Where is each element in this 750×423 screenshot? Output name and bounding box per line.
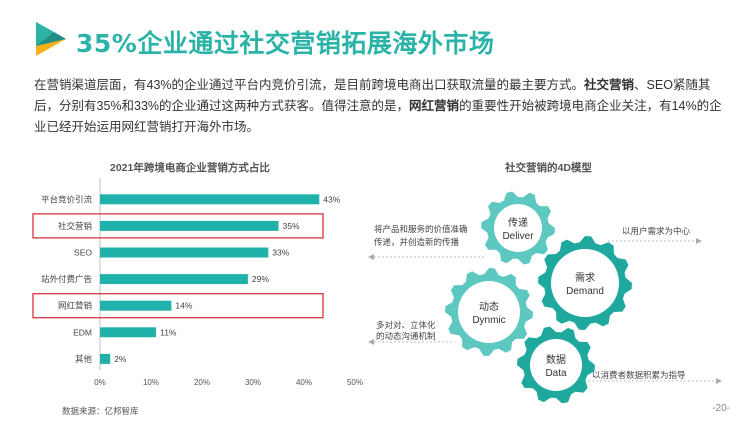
bar	[100, 220, 279, 231]
data-annotation: 以消费者数据积累为指导	[592, 370, 686, 380]
category-label: 站外付费广告	[41, 274, 92, 284]
category-label: EDM	[73, 327, 92, 337]
x-tick-label: 40%	[296, 378, 312, 387]
bar-chart: 平台竞价引流 43% 社交营销 35% SEO 33% 站外付费广告 29% 网红营销 14% ED…	[32, 178, 363, 387]
value-label: 43%	[323, 194, 340, 204]
x-tick-label: 10%	[143, 378, 159, 387]
dynmic-annotation: 的动态沟通机制	[376, 331, 436, 341]
value-label: 11%	[160, 327, 177, 337]
x-tick-label: 30%	[245, 378, 261, 387]
category-label: 平台竞价引流	[41, 194, 93, 204]
category-label: 社交营销	[58, 221, 93, 231]
paragraph-emphasis: 社交营销	[584, 78, 635, 92]
value-label: 2%	[114, 354, 127, 364]
deliver-gear-cn: 传递	[508, 216, 528, 229]
data-gear-center	[530, 339, 582, 391]
bar	[100, 327, 157, 338]
dynmic-gear-center	[458, 281, 520, 343]
data-gear-cn: 数据	[546, 353, 566, 366]
bar	[100, 274, 248, 285]
highlight-box	[32, 293, 324, 319]
deliver-annotation: 将产品和服务的价值准确	[374, 224, 468, 234]
bar	[100, 194, 320, 205]
brand-logo-icon	[36, 22, 66, 56]
slide-title: 35%企业通过社交营销拓展海外市场	[76, 29, 495, 58]
paragraph-emphasis: 网红营销	[409, 99, 460, 113]
dynmic-gear-en: Dynmic	[472, 315, 505, 326]
arrow-icon	[696, 238, 702, 244]
highlight-box	[32, 213, 324, 239]
category-label: 其他	[75, 354, 93, 364]
deliver-gear-center	[494, 204, 542, 252]
paragraph-text: 、SEO紧随其后，分别有35%和33%的企业通过这两种方式获客。值得注意的是，	[34, 78, 711, 113]
demand-gear-cn: 需求	[575, 272, 595, 284]
paragraph-text: 在营销渠道层面，有43%的企业通过平台内竞价引流，是目前跨境电商出口获取流量的最…	[34, 78, 585, 92]
value-label: 35%	[283, 221, 300, 231]
arrow-icon	[716, 378, 722, 384]
dynmic-gear-cn: 动态	[479, 300, 499, 313]
data-gear-en: Data	[545, 368, 567, 379]
summary-paragraph: 在营销渠道层面，有43%的企业通过平台内竞价引流，是目前跨境电商出口获取流量的最…	[34, 75, 724, 138]
bar-chart-title: 2021年跨境电商企业营销方式占比	[110, 162, 270, 174]
diagram-title: 社交营销的4D模型	[505, 162, 592, 174]
value-label: 29%	[252, 274, 269, 284]
category-label: 网红营销	[58, 301, 93, 311]
paragraph-text: 的重要性开始被跨境电商企业关注，有14%的企业已经开始运用网红营销打开海外市场。	[34, 99, 722, 134]
category-label: SEO	[74, 248, 92, 258]
value-label: 33%	[272, 248, 289, 258]
deliver-annotation: 传递，并创造新的传播	[374, 237, 460, 247]
value-label: 14%	[175, 301, 192, 311]
bar	[100, 300, 172, 311]
arrow-icon	[368, 254, 374, 260]
page-number: -20-	[712, 403, 730, 414]
x-tick-label: 50%	[347, 378, 363, 387]
arrow-icon	[368, 339, 374, 345]
demand-gear-en: Demand	[566, 286, 604, 297]
dynmic-annotation: 多对对、立体化	[376, 320, 436, 330]
x-tick-label: 20%	[194, 378, 210, 387]
data-source-note: 数据来源：亿邦智库	[62, 406, 139, 416]
x-tick-label: 0%	[94, 378, 106, 387]
bar	[100, 247, 269, 258]
demand-annotation: 以用户需求为中心	[622, 226, 691, 236]
bar	[100, 353, 111, 364]
demand-gear-center	[551, 249, 619, 317]
deliver-gear-en: Deliver	[502, 231, 534, 242]
